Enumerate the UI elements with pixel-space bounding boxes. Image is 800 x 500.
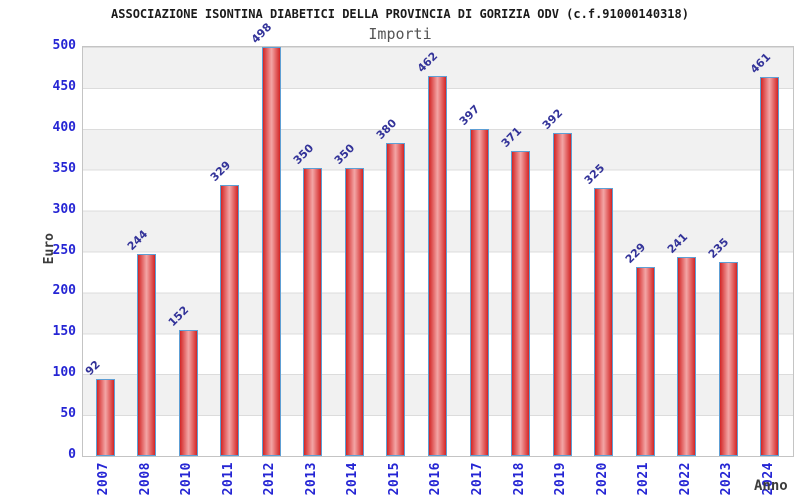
- bar-value-label: 229: [623, 240, 649, 266]
- x-tick-2021: 2021: [636, 462, 652, 496]
- y-tick-350: 350: [52, 160, 76, 176]
- bar-2019: [552, 133, 572, 456]
- bar-value-label: 392: [539, 106, 566, 132]
- x-tick-2017: 2017: [470, 462, 486, 496]
- bar-value-label: 461: [747, 50, 774, 76]
- bar-2008: [137, 254, 157, 456]
- chart-plot-area: 92 244 152 329 498 350 350 380 462 397 371 392 325 22…: [82, 21, 794, 457]
- chart-title: ASSOCIAZIONE ISONTINA DIABETICI DELLA PR…: [111, 7, 689, 21]
- x-tick-2008: 2008: [137, 462, 153, 496]
- x-tick-2022: 2022: [677, 462, 693, 496]
- bar-2010: [178, 330, 198, 456]
- x-tick-2015: 2015: [386, 462, 402, 496]
- bar-2015: [386, 143, 406, 456]
- bar-value-label: 350: [332, 141, 358, 167]
- bar-value-label: 397: [456, 102, 483, 128]
- x-tick-2020: 2020: [594, 462, 610, 496]
- y-tick-200: 200: [52, 283, 76, 299]
- y-tick-0: 0: [68, 447, 76, 462]
- x-tick-2023: 2023: [719, 462, 735, 496]
- bar-2017: [469, 129, 489, 456]
- bar-value-label: 380: [373, 116, 400, 142]
- bar-value-label: 235: [706, 235, 732, 261]
- x-tick-2016: 2016: [428, 462, 444, 496]
- bar-2023: [718, 262, 738, 456]
- y-tick-300: 300: [52, 201, 76, 217]
- bar-value-label: 462: [415, 49, 441, 75]
- x-tick-2013: 2013: [303, 462, 319, 496]
- bar-2020: [594, 188, 614, 456]
- bar-value-label: 325: [581, 161, 607, 187]
- bar-2021: [635, 267, 655, 456]
- bar-value-label: 329: [207, 158, 233, 184]
- bar-2014: [344, 168, 364, 456]
- x-tick-2011: 2011: [220, 462, 236, 496]
- bar-2007: [95, 379, 115, 456]
- y-axis-title: Euro: [42, 233, 57, 265]
- y-tick-500: 500: [52, 38, 76, 53]
- chart-subtitle: Importi: [368, 25, 432, 43]
- y-tick-250: 250: [52, 242, 76, 258]
- bar-value-label: 371: [498, 124, 524, 150]
- y-tick-400: 400: [52, 119, 76, 135]
- bar-value-label: 152: [165, 303, 192, 329]
- bar-2012: [261, 47, 281, 456]
- bar-value-label: 350: [290, 141, 317, 167]
- x-axis-title: Anno: [754, 478, 788, 494]
- y-tick-450: 450: [52, 78, 76, 94]
- bar-value-label: 241: [664, 230, 691, 256]
- bar-2024: [760, 77, 780, 456]
- bar-2022: [677, 257, 697, 456]
- x-tick-2014: 2014: [345, 462, 361, 496]
- x-tick-2018: 2018: [511, 462, 527, 496]
- bar-2018: [511, 151, 531, 456]
- y-tick-50: 50: [60, 406, 76, 422]
- bar-2011: [220, 185, 240, 456]
- x-axis-tick-labels: 2007 2008 2010 2011 2012 2013 2014 2015 2016 2017…: [82, 456, 792, 500]
- bar-value-label: 244: [124, 227, 150, 253]
- y-tick-100: 100: [52, 365, 76, 381]
- x-tick-2012: 2012: [262, 462, 278, 496]
- bar-2016: [427, 76, 447, 456]
- x-tick-2019: 2019: [553, 462, 569, 496]
- x-tick-2010: 2010: [179, 462, 195, 496]
- y-tick-150: 150: [52, 324, 76, 340]
- bar-value-label: 92: [82, 357, 103, 378]
- x-tick-2007: 2007: [96, 462, 111, 496]
- bar-2013: [303, 168, 323, 456]
